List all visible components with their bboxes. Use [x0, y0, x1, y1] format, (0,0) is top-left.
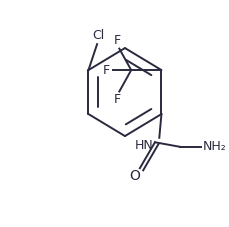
Text: F: F: [114, 34, 121, 47]
Text: F: F: [114, 93, 121, 106]
Text: NH₂: NH₂: [202, 140, 226, 153]
Text: F: F: [103, 64, 110, 76]
Text: O: O: [129, 169, 140, 183]
Text: Cl: Cl: [92, 29, 104, 42]
Text: HN: HN: [135, 139, 153, 152]
